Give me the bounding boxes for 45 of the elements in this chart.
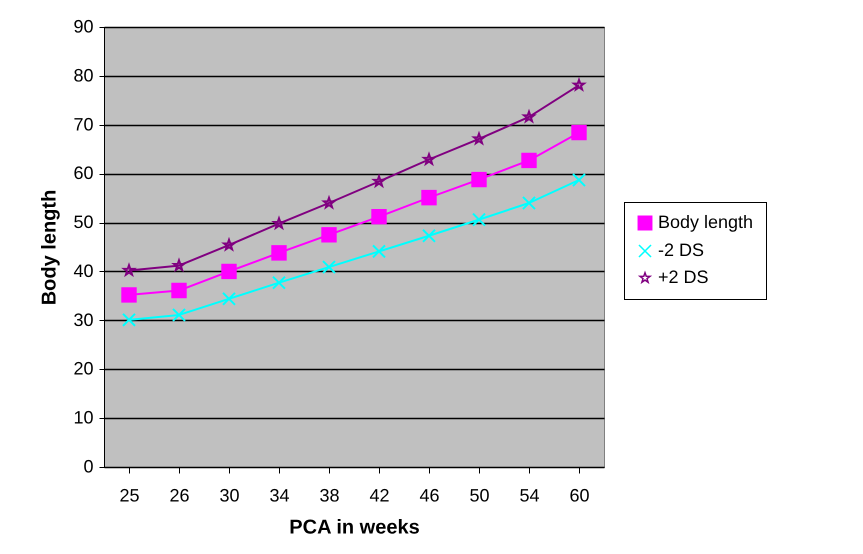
point [272,276,286,290]
legend-label: +2 DS [658,267,709,287]
y-tick-label: 0 [83,456,94,476]
x-tick-label: 34 [269,486,290,506]
x-tick-label: 60 [569,486,590,506]
y-tick-label: 50 [73,212,94,232]
x-tick-label: 25 [119,486,140,506]
y-tick-label: 10 [73,408,94,428]
x-tick-label: 30 [219,486,240,506]
point [472,212,486,227]
point [321,227,337,242]
legend-label: Body length [658,212,754,232]
y-axis-title: Body length [38,190,60,306]
x-tick-label: 46 [419,486,440,506]
x-tick-label: 26 [169,486,190,506]
x-tick-label: 42 [369,486,390,506]
point [522,196,536,210]
point [222,292,236,306]
point [221,264,237,280]
y-tick-label: 30 [73,310,94,330]
point [271,245,287,261]
point [171,282,187,298]
point [372,244,386,258]
legend-label: -2 DS [658,240,704,260]
point [572,173,586,188]
point [322,260,336,274]
x-tick-label: 54 [519,486,540,506]
point [371,208,387,224]
point [122,312,136,327]
point [421,190,437,206]
y-tick-label: 60 [73,163,94,184]
point [521,152,537,168]
point [172,308,186,322]
x-axis-title: PCA in weeks [289,516,420,538]
y-tick-label: 40 [73,260,94,281]
point [121,287,137,303]
point [471,172,487,188]
y-tick-label: 70 [73,114,94,134]
x-tick-label: 38 [319,486,340,506]
y-tick-label: 20 [73,358,94,379]
x-tick-label: 50 [469,486,490,506]
y-tick-label: 80 [73,65,94,86]
y-tick-label: 90 [73,16,94,36]
point [571,124,587,140]
point [422,228,436,243]
